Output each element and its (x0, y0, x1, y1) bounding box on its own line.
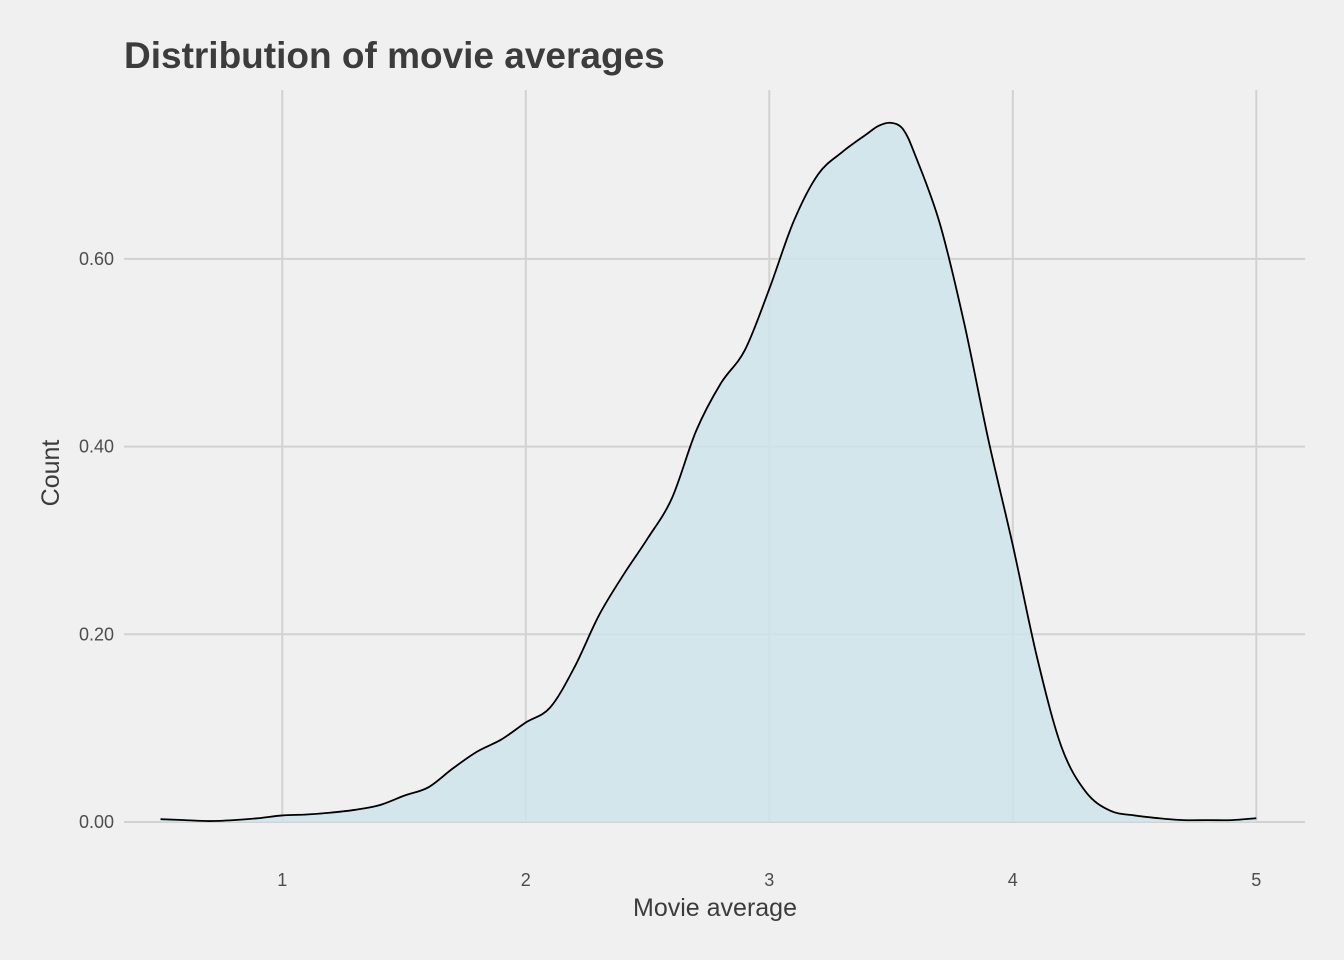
x-tick-label: 1 (277, 870, 287, 890)
y-tick-label: 0.00 (79, 812, 114, 832)
x-tick-label: 2 (521, 870, 531, 890)
x-axis-title: Movie average (633, 894, 797, 922)
density-line (160, 121, 1257, 822)
y-axis-ticks: 0.00 0.20 0.40 0.60 (79, 249, 114, 832)
x-tick-label: 5 (1251, 870, 1261, 890)
y-tick-label: 0.40 (79, 437, 114, 457)
x-tick-label: 3 (764, 870, 774, 890)
y-tick-label: 0.60 (79, 249, 114, 269)
chart-title: Distribution of movie averages (124, 35, 665, 76)
x-tick-label: 4 (1008, 870, 1018, 890)
density-fill (160, 122, 1257, 822)
x-axis-ticks: 1 2 3 4 5 (277, 870, 1261, 890)
y-axis-title: Count (37, 440, 65, 507)
y-tick-label: 0.20 (79, 624, 114, 644)
density-area (160, 121, 1257, 822)
